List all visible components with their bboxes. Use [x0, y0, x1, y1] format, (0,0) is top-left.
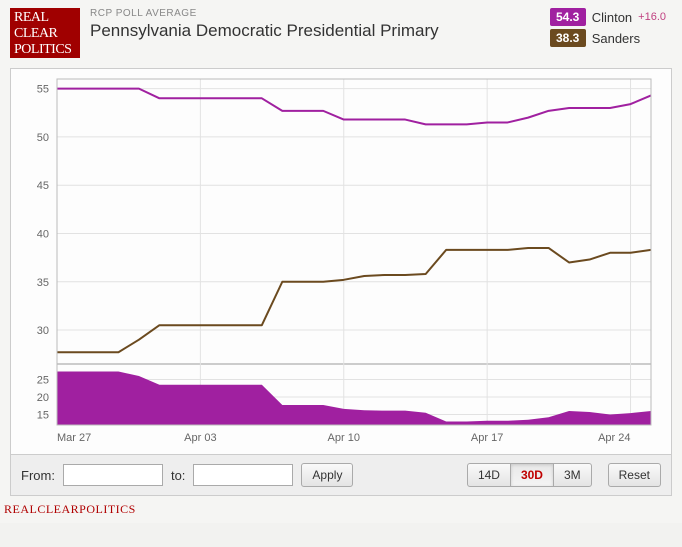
from-label: From:	[21, 468, 55, 483]
svg-text:Apr 10: Apr 10	[328, 432, 360, 444]
legend-row: 38.3 Sanders	[550, 29, 666, 47]
legend-candidate-name: Sanders	[592, 31, 640, 46]
title-block: RCP POLL AVERAGE Pennsylvania Democratic…	[90, 8, 550, 41]
svg-text:Apr 03: Apr 03	[184, 432, 216, 444]
svg-text:30: 30	[37, 325, 49, 337]
chart-svg: 55 50 45 40 35 30 25 20 15 Mar 27 Apr 03 Apr 10 Apr …	[11, 69, 661, 449]
logo-line: POLITICS	[14, 42, 76, 58]
range-button-3m[interactable]: 3M	[553, 463, 592, 487]
to-label: to:	[171, 468, 185, 483]
svg-text:Apr 17: Apr 17	[471, 432, 503, 444]
svg-text:25: 25	[37, 375, 49, 387]
legend-delta: +16.0	[638, 11, 666, 23]
reset-button[interactable]: Reset	[608, 463, 661, 487]
range-group: 14D30D3M	[467, 463, 592, 487]
to-input[interactable]	[193, 464, 293, 486]
svg-text:35: 35	[37, 277, 49, 289]
from-input[interactable]	[63, 464, 163, 486]
svg-text:Mar 27: Mar 27	[57, 432, 91, 444]
date-controls: From: to: Apply 14D30D3M Reset	[10, 455, 672, 496]
svg-text:15: 15	[37, 410, 49, 422]
poll-chart: 55 50 45 40 35 30 25 20 15 Mar 27 Apr 03 Apr 10 Apr …	[10, 68, 672, 455]
footer-brand: REALCLEARPOLITICS	[0, 496, 682, 523]
logo-line: CLEAR	[14, 26, 76, 42]
svg-text:55: 55	[37, 84, 49, 96]
chart-title: Pennsylvania Democratic Presidential Pri…	[90, 21, 550, 41]
header: REAL CLEAR POLITICS RCP POLL AVERAGE Pen…	[0, 0, 682, 62]
legend: 54.3 Clinton +16.0 38.3 Sanders	[550, 8, 666, 47]
legend-row: 54.3 Clinton +16.0	[550, 8, 666, 26]
range-button-14d[interactable]: 14D	[467, 463, 511, 487]
logo-line: REAL	[14, 10, 76, 26]
legend-candidate-name: Clinton	[592, 10, 632, 25]
svg-text:Apr 24: Apr 24	[598, 432, 630, 444]
svg-text:20: 20	[37, 392, 49, 404]
apply-button[interactable]: Apply	[301, 463, 353, 487]
legend-value-chip: 54.3	[550, 8, 586, 26]
legend-value-chip: 38.3	[550, 29, 586, 47]
svg-text:50: 50	[37, 132, 49, 144]
svg-text:45: 45	[37, 180, 49, 192]
svg-text:40: 40	[37, 228, 49, 240]
chart-subtitle: RCP POLL AVERAGE	[90, 8, 550, 19]
range-button-30d[interactable]: 30D	[510, 463, 554, 487]
logo: REAL CLEAR POLITICS	[10, 8, 80, 58]
